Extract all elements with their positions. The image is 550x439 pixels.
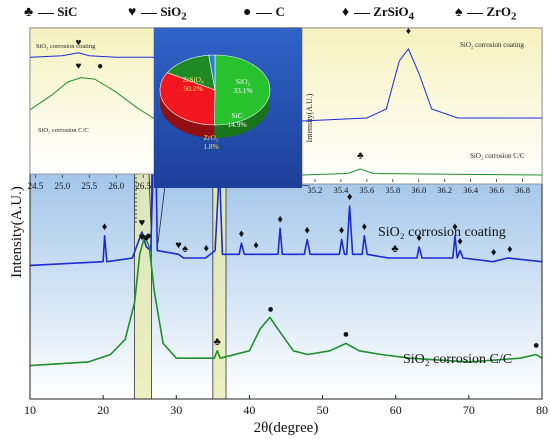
x-tick-label-5: 60	[390, 403, 402, 417]
inset-right-tick-label-5: 36.2	[437, 185, 452, 195]
peak-marker-cc-2: ♣	[214, 336, 221, 348]
inset-left-marker-2: ●	[97, 61, 103, 72]
x-tick-label-3: 40	[243, 403, 255, 417]
inset-left-tick-label-1: 25.0	[54, 181, 70, 191]
pie-slice-2	[166, 54, 216, 91]
inset-right-background	[301, 27, 543, 185]
pie-slice-value-2: 14.9%	[227, 120, 246, 129]
pie-slice-label-0: ZrSiO₄	[182, 75, 204, 84]
pie-slice-1	[159, 72, 216, 126]
inset-right-tick-label-2: 35.6	[359, 185, 374, 195]
inset-right-tick-label-4: 36.0	[411, 185, 426, 195]
peak-marker-cc-3: ●	[267, 303, 274, 315]
legend-item-zrsio4: ♦ ZrSiO4	[342, 4, 414, 23]
pie-slice-0	[214, 54, 271, 126]
inset-right-tick-label-6: 36.4	[463, 185, 479, 195]
peak-marker-coating-20: ♦	[507, 243, 513, 255]
legend-item-sio2: ♥ SiO2	[128, 4, 187, 23]
pie-wall-1	[160, 90, 215, 138]
pie-wall-0	[214, 90, 270, 138]
inset-left-annotation-coating: SiO₂ corrosion coating	[36, 43, 96, 50]
inset-left-tick-label-2: 25.5	[81, 181, 97, 191]
inset-right-tick-label-0: 35.2	[308, 185, 323, 195]
connector-left-b	[148, 172, 152, 226]
pie-slice-label-2: SiC	[231, 111, 242, 120]
inset-left-tick-label-4: 26.5	[135, 181, 151, 191]
peak-marker-coating-5: ♠	[182, 243, 188, 255]
peak-marker-coating-0: ♦	[102, 221, 108, 233]
series-line-cc	[29, 235, 543, 367]
highlight-range-1	[212, 167, 227, 400]
peak-marker-coating-15: ♣	[391, 243, 398, 255]
inset-right-series-coating	[301, 48, 542, 122]
inset-right-annotation-cc: SiO₂ corrosion C/C	[470, 152, 525, 160]
peak-marker-coating-17: ♦	[452, 221, 458, 233]
peak-marker-coating-10: ♦	[277, 213, 283, 225]
legend-item-zro2: ♠ ZrO2	[455, 4, 517, 23]
peak-marker-coating-14: ♦	[361, 221, 367, 233]
inset-right-marker-0: ♦	[406, 26, 411, 37]
inset-left-tick-label-0: 24.5	[28, 181, 44, 191]
peak-marker-coating-8: ♦	[239, 228, 245, 240]
y-axis-label: Intensity(A.U.)	[9, 186, 25, 278]
inset-left-series-coating	[29, 52, 154, 58]
x-tick-label-6: 70	[463, 403, 475, 417]
inset-right: ♦♣ 35.2 35.4 35.6 35.8 36.0 36.2 36.4 36.6 36.8 …	[301, 26, 543, 195]
peak-marker-coating-18: ♦	[457, 236, 463, 248]
annotation-cc: SiO₂ corrosion C/C	[403, 352, 512, 367]
peak-marker-cc-4: ●	[343, 328, 350, 340]
peak-marker-coating-4: ♥	[175, 239, 182, 251]
legend: ♣ SiC ♥ SiO2 ● C ♦ ZrSiO4 ♠ ZrO2	[0, 2, 550, 24]
inset-right-tick-label-7: 36.6	[489, 185, 504, 195]
annotation-coating: SiO₂ corrosion coating	[378, 225, 506, 240]
x-tick-label-4: 50	[317, 403, 329, 417]
peak-marker-coating-16: ♦	[416, 232, 422, 244]
pie-slice-label-3: ZrO₂	[203, 133, 218, 142]
pie-slice-3	[208, 54, 216, 91]
peak-marker-cc-1: ●	[145, 230, 152, 242]
inset-right-annotation-coating: SiO₂ corrosion coating	[460, 41, 524, 49]
inset-left-background	[29, 27, 155, 175]
x-axis-label: 2θ(degree)	[254, 420, 319, 436]
peak-marker-cc-5: ●	[533, 339, 540, 351]
peak-marker-coating-6: ♦	[203, 242, 209, 254]
pie-slice-label-1: SiO₂	[236, 77, 251, 86]
x-tick-label-2: 30	[170, 403, 182, 417]
inset-left-annotation-cc: SiO₂ corrosion C/C	[38, 127, 89, 134]
inset-left-marker-0: ♥	[76, 38, 82, 49]
inset-right-tick-label-8: 36.8	[515, 185, 530, 195]
inset-right-marker-1: ♣	[357, 151, 364, 162]
peak-marker-coating-1: ♥	[139, 217, 146, 229]
peak-marker-coating-13: ♦	[347, 191, 353, 203]
legend-item-c: ● C	[243, 4, 285, 20]
inset-right-tick-label-3: 35.8	[385, 185, 400, 195]
x-tick-label-7: 80	[536, 403, 548, 417]
inset-right-y-label: Intensity(A.U.)	[305, 93, 314, 142]
inset-left-series-cc	[29, 77, 155, 119]
peak-marker-coating-2: ●	[143, 232, 150, 244]
peak-marker-coating-12: ♦	[339, 224, 345, 236]
legend-item-sic: ♣ SiC	[24, 4, 78, 20]
peak-marker-coating-11: ♦	[304, 224, 310, 236]
inset-right-series-cc	[301, 168, 543, 176]
pie-slice-value-1: 33.1%	[233, 86, 252, 95]
pie-slice-value-3: 1.8%	[203, 142, 219, 151]
inset-left-tick-label-3: 26.0	[108, 181, 124, 191]
inset-left-marker-1: ♥	[76, 61, 82, 72]
peak-marker-coating-9: ♦	[253, 239, 259, 251]
x-tick-label-1: 20	[97, 403, 109, 417]
peak-marker-cc-0: ♥	[139, 231, 146, 243]
inset-right-tick-label-1: 35.4	[333, 185, 349, 195]
pie-slice-value-0: 50.2%	[183, 84, 202, 93]
x-tick-label-0: 10	[24, 403, 36, 417]
peak-marker-coating-19: ♦	[491, 247, 497, 259]
inset-left: ♥ ♥ ● 24.5 25.0 25.5 26.0 26.5 SiO₂ corrosion …	[28, 27, 155, 191]
